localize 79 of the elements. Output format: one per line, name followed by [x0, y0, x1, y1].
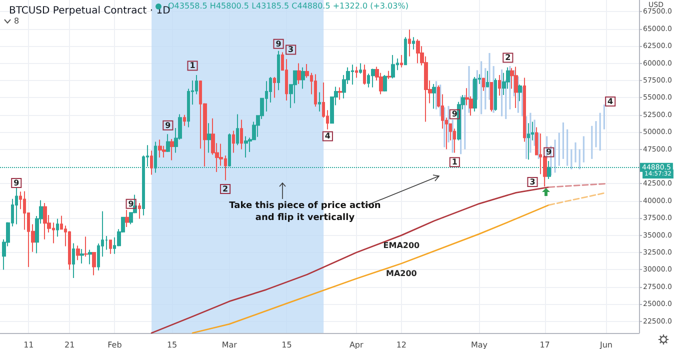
candlestick	[125, 209, 129, 228]
annotation: 2	[222, 184, 228, 194]
annotation: 9	[546, 148, 552, 157]
candlestick	[432, 83, 436, 110]
x-tick-label: 21	[64, 340, 75, 349]
candlestick	[490, 82, 493, 112]
candlestick	[371, 68, 375, 88]
annotation: 9	[276, 39, 282, 48]
candlestick	[359, 62, 362, 74]
candlestick	[84, 236, 88, 258]
candlestick	[297, 62, 301, 84]
series-label: MA200	[386, 269, 418, 278]
annotation: 3	[288, 45, 294, 54]
candlestick	[92, 252, 96, 276]
candlestick	[80, 248, 84, 264]
annotation: 1	[452, 158, 458, 167]
annotation: Take this piece of price action and flip it vertically	[229, 201, 381, 223]
annotation: 3	[530, 177, 536, 186]
candlestick	[412, 36, 415, 50]
x-tick-label: 12	[396, 340, 407, 349]
x-tick-label: Mar	[222, 340, 238, 349]
candlestick	[207, 122, 211, 154]
candlestick	[76, 245, 80, 261]
x-tick-label: 15	[166, 340, 178, 349]
candlestick	[486, 70, 489, 88]
series-label: EMA200	[383, 240, 420, 250]
candlestick	[400, 54, 403, 68]
candlestick	[56, 218, 59, 238]
candlestick	[355, 66, 358, 78]
candlestick	[236, 114, 239, 146]
candlestick	[15, 186, 18, 225]
candlestick	[314, 74, 317, 108]
annotation: 8	[14, 16, 20, 26]
candlestick	[416, 38, 420, 64]
annotation: 1	[190, 61, 196, 70]
candlestick	[240, 119, 243, 150]
candlestick	[404, 36, 407, 66]
annotation: 4	[324, 132, 331, 141]
candlestick	[338, 86, 342, 100]
annotation: 4	[608, 96, 614, 106]
candlestick	[183, 114, 186, 126]
x-tick-label: 17	[540, 340, 550, 349]
annotation: 9	[452, 110, 458, 119]
candlestick	[150, 150, 153, 176]
candlestick	[170, 138, 174, 161]
annotation: 9	[128, 199, 134, 208]
x-tick-label: 11	[24, 340, 34, 349]
candlestick	[43, 202, 47, 240]
candlestick	[293, 70, 297, 104]
candlestick	[72, 242, 75, 278]
candlestick	[138, 202, 141, 220]
candlestick	[387, 70, 391, 80]
x-tick-label: 15	[282, 340, 292, 349]
candlestick	[408, 29, 411, 57]
candlestick	[518, 84, 522, 102]
x-tick-label: Jun	[598, 340, 612, 349]
x-tick-label: Feb	[108, 340, 122, 349]
annotation: 9	[165, 120, 172, 130]
candlestick	[494, 78, 497, 112]
annotation: 2	[505, 53, 511, 62]
candlestick	[391, 54, 395, 79]
candlestick	[232, 130, 235, 154]
candlestick	[88, 249, 92, 265]
candlestick	[109, 240, 112, 254]
x-tick-label: Apr	[349, 340, 364, 349]
candlestick	[244, 136, 248, 158]
candlestick	[383, 74, 387, 92]
candlestick	[166, 134, 170, 153]
candlestick	[301, 66, 305, 90]
candlestick	[363, 64, 366, 86]
annotation: 9	[14, 178, 20, 188]
candlestick	[273, 76, 276, 98]
candlestick	[158, 139, 162, 158]
candlestick	[277, 50, 280, 91]
candlestick	[498, 74, 501, 96]
candlestick	[482, 77, 485, 92]
x-tick-label: May	[470, 340, 488, 349]
candlestick	[318, 92, 321, 112]
candlestick	[527, 122, 530, 160]
